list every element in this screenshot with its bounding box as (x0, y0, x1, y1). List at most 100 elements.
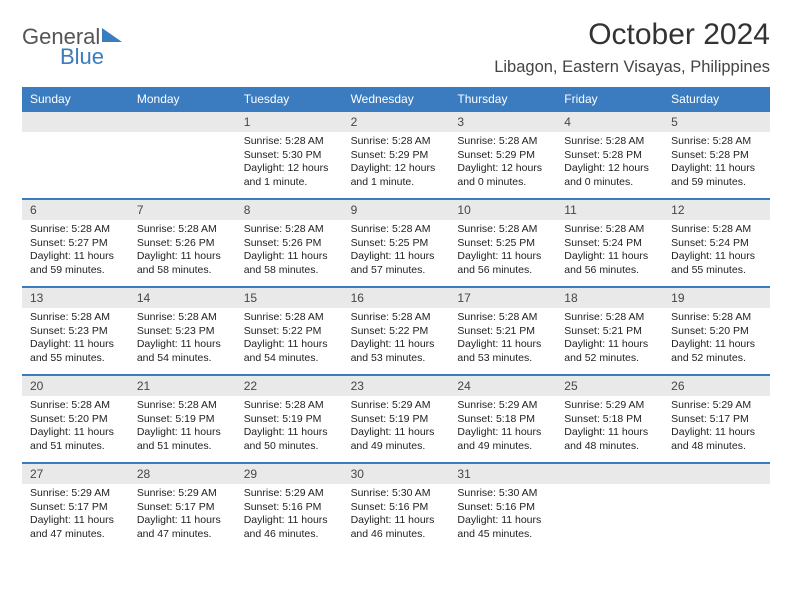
day-cell: Sunrise: 5:28 AMSunset: 5:22 PMDaylight:… (236, 308, 343, 374)
sunset-text: Sunset: 5:19 PM (244, 413, 337, 427)
day-number: 8 (236, 200, 343, 220)
day-cell (22, 132, 129, 198)
sunset-text: Sunset: 5:16 PM (351, 501, 444, 515)
day-cell: Sunrise: 5:28 AMSunset: 5:25 PMDaylight:… (449, 220, 556, 286)
day-cell: Sunrise: 5:28 AMSunset: 5:19 PMDaylight:… (129, 396, 236, 462)
brand-word-2: Blue (60, 44, 122, 70)
sunset-text: Sunset: 5:24 PM (564, 237, 657, 251)
daylight-text: Daylight: 11 hours and 56 minutes. (457, 250, 550, 277)
sunrise-text: Sunrise: 5:29 AM (671, 399, 764, 413)
sunrise-text: Sunrise: 5:28 AM (351, 223, 444, 237)
day-number: 21 (129, 376, 236, 396)
daylight-text: Daylight: 11 hours and 46 minutes. (244, 514, 337, 541)
day-number: 26 (663, 376, 770, 396)
sunrise-text: Sunrise: 5:28 AM (244, 311, 337, 325)
day-number: 29 (236, 464, 343, 484)
calendar-week: 13141516171819Sunrise: 5:28 AMSunset: 5:… (22, 288, 770, 376)
sunrise-text: Sunrise: 5:28 AM (457, 223, 550, 237)
day-cell: Sunrise: 5:28 AMSunset: 5:24 PMDaylight:… (663, 220, 770, 286)
daylight-text: Daylight: 11 hours and 46 minutes. (351, 514, 444, 541)
weekday-header: Friday (556, 87, 663, 112)
sunrise-text: Sunrise: 5:29 AM (137, 487, 230, 501)
sunrise-text: Sunrise: 5:28 AM (137, 223, 230, 237)
day-cell: Sunrise: 5:28 AMSunset: 5:29 PMDaylight:… (343, 132, 450, 198)
sunset-text: Sunset: 5:29 PM (351, 149, 444, 163)
sunrise-text: Sunrise: 5:28 AM (457, 311, 550, 325)
daylight-text: Daylight: 11 hours and 48 minutes. (564, 426, 657, 453)
day-cell (129, 132, 236, 198)
daylight-text: Daylight: 11 hours and 52 minutes. (671, 338, 764, 365)
daylight-text: Daylight: 11 hours and 50 minutes. (244, 426, 337, 453)
day-cell (663, 484, 770, 550)
day-number: 12 (663, 200, 770, 220)
day-cell: Sunrise: 5:28 AMSunset: 5:26 PMDaylight:… (236, 220, 343, 286)
day-cell: Sunrise: 5:30 AMSunset: 5:16 PMDaylight:… (449, 484, 556, 550)
sunrise-text: Sunrise: 5:28 AM (457, 135, 550, 149)
sunrise-text: Sunrise: 5:28 AM (30, 399, 123, 413)
day-number: 28 (129, 464, 236, 484)
weekday-header: Tuesday (236, 87, 343, 112)
daylight-text: Daylight: 11 hours and 53 minutes. (457, 338, 550, 365)
header: General Blue October 2024 Libagon, Easte… (22, 18, 770, 77)
day-number: 4 (556, 112, 663, 132)
sunrise-text: Sunrise: 5:28 AM (137, 399, 230, 413)
sunset-text: Sunset: 5:25 PM (351, 237, 444, 251)
sunset-text: Sunset: 5:27 PM (30, 237, 123, 251)
day-cell: Sunrise: 5:28 AMSunset: 5:30 PMDaylight:… (236, 132, 343, 198)
sunrise-text: Sunrise: 5:28 AM (564, 223, 657, 237)
sunrise-text: Sunrise: 5:29 AM (30, 487, 123, 501)
sunrise-text: Sunrise: 5:30 AM (351, 487, 444, 501)
daylight-text: Daylight: 11 hours and 59 minutes. (671, 162, 764, 189)
day-cell: Sunrise: 5:28 AMSunset: 5:22 PMDaylight:… (343, 308, 450, 374)
daylight-text: Daylight: 11 hours and 51 minutes. (137, 426, 230, 453)
day-cell: Sunrise: 5:28 AMSunset: 5:27 PMDaylight:… (22, 220, 129, 286)
day-cell: Sunrise: 5:30 AMSunset: 5:16 PMDaylight:… (343, 484, 450, 550)
day-cell: Sunrise: 5:29 AMSunset: 5:17 PMDaylight:… (129, 484, 236, 550)
calendar-week: 12345Sunrise: 5:28 AMSunset: 5:30 PMDayl… (22, 112, 770, 200)
brand-logo-block: General Blue (22, 24, 122, 70)
sunrise-text: Sunrise: 5:29 AM (457, 399, 550, 413)
day-number: 30 (343, 464, 450, 484)
day-cell: Sunrise: 5:28 AMSunset: 5:25 PMDaylight:… (343, 220, 450, 286)
daylight-text: Daylight: 11 hours and 51 minutes. (30, 426, 123, 453)
day-cell: Sunrise: 5:28 AMSunset: 5:19 PMDaylight:… (236, 396, 343, 462)
day-number: 16 (343, 288, 450, 308)
day-number: 24 (449, 376, 556, 396)
sunset-text: Sunset: 5:25 PM (457, 237, 550, 251)
sunset-text: Sunset: 5:20 PM (30, 413, 123, 427)
day-cell: Sunrise: 5:28 AMSunset: 5:21 PMDaylight:… (449, 308, 556, 374)
daylight-text: Daylight: 11 hours and 45 minutes. (457, 514, 550, 541)
weekday-header: Wednesday (343, 87, 450, 112)
calendar-week: 2728293031Sunrise: 5:29 AMSunset: 5:17 P… (22, 464, 770, 552)
day-cell (556, 484, 663, 550)
day-number: 14 (129, 288, 236, 308)
day-number (129, 112, 236, 132)
sunset-text: Sunset: 5:18 PM (457, 413, 550, 427)
daynum-row: 2728293031 (22, 464, 770, 484)
daynum-row: 12345 (22, 112, 770, 132)
sunrise-text: Sunrise: 5:28 AM (671, 311, 764, 325)
day-number: 6 (22, 200, 129, 220)
sunrise-text: Sunrise: 5:28 AM (244, 135, 337, 149)
calendar-week: 6789101112Sunrise: 5:28 AMSunset: 5:27 P… (22, 200, 770, 288)
day-number: 31 (449, 464, 556, 484)
day-number: 2 (343, 112, 450, 132)
sunset-text: Sunset: 5:24 PM (671, 237, 764, 251)
daylight-text: Daylight: 11 hours and 58 minutes. (244, 250, 337, 277)
calendar-grid: Sunday Monday Tuesday Wednesday Thursday… (22, 87, 770, 552)
calendar-week: 20212223242526Sunrise: 5:28 AMSunset: 5:… (22, 376, 770, 464)
daylight-text: Daylight: 11 hours and 59 minutes. (30, 250, 123, 277)
sunset-text: Sunset: 5:26 PM (137, 237, 230, 251)
daylight-text: Daylight: 11 hours and 47 minutes. (137, 514, 230, 541)
daylight-text: Daylight: 11 hours and 52 minutes. (564, 338, 657, 365)
sunset-text: Sunset: 5:30 PM (244, 149, 337, 163)
day-cell: Sunrise: 5:28 AMSunset: 5:28 PMDaylight:… (556, 132, 663, 198)
weekday-header: Sunday (22, 87, 129, 112)
month-title: October 2024 (494, 18, 770, 52)
day-cell: Sunrise: 5:29 AMSunset: 5:16 PMDaylight:… (236, 484, 343, 550)
sunset-text: Sunset: 5:16 PM (244, 501, 337, 515)
day-number (663, 464, 770, 484)
day-number: 11 (556, 200, 663, 220)
brand-logo: General Blue (22, 18, 122, 70)
sunset-text: Sunset: 5:29 PM (457, 149, 550, 163)
